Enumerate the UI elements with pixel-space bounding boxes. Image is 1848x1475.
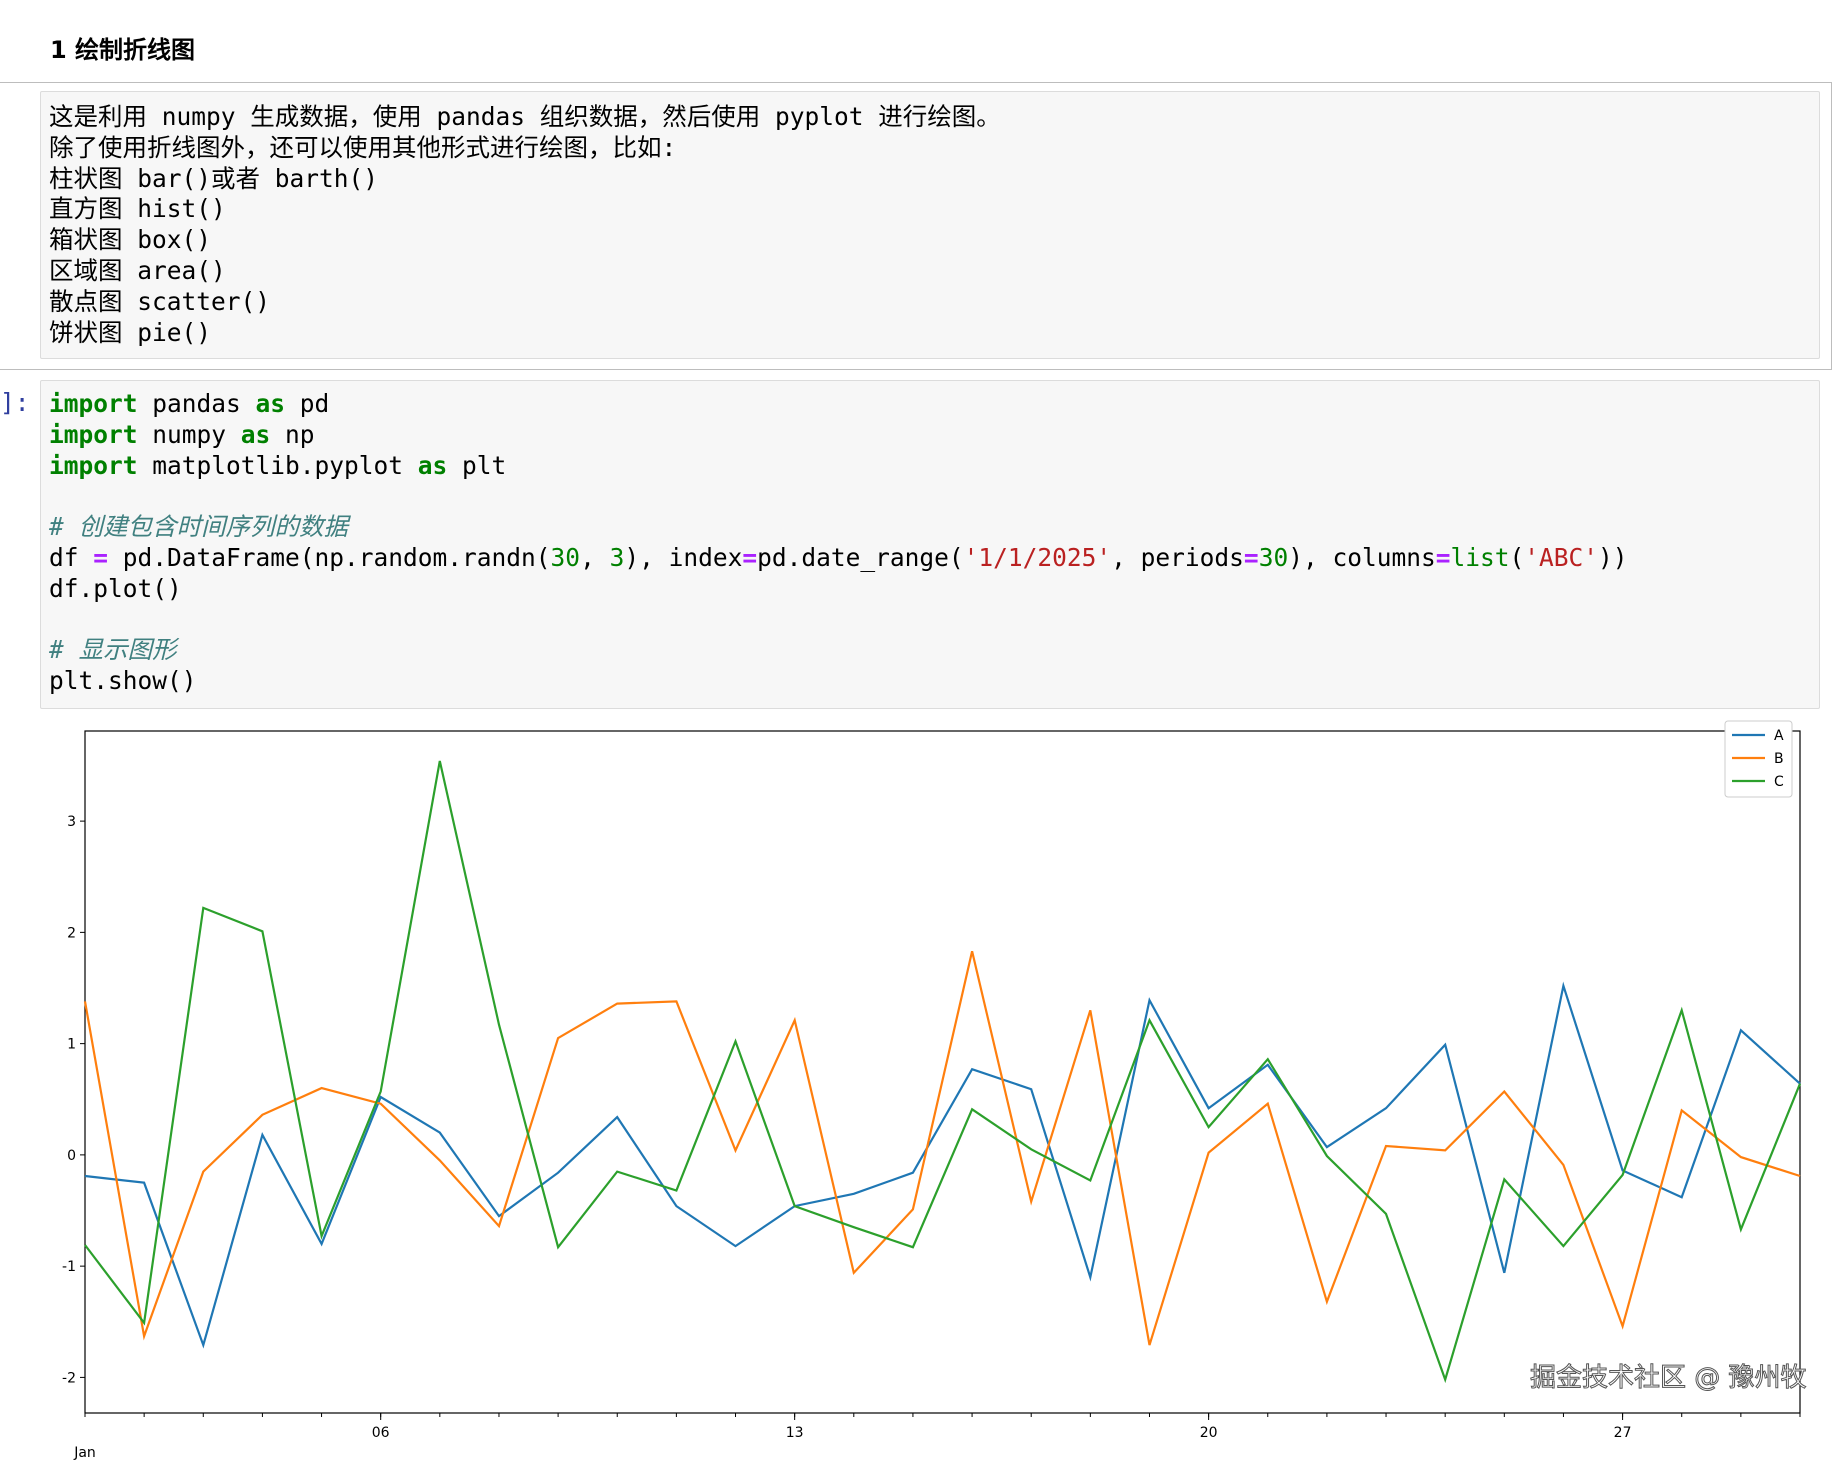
markdown-line: 区域图 area() [49,256,1811,287]
x-tick-label: 13 [786,1425,804,1441]
code-token: , [580,543,610,572]
code-token: )) [1598,543,1628,572]
code-token: as [256,389,286,418]
code-token: import [49,420,138,449]
code-token: = [742,543,757,572]
markdown-line: 柱状图 bar()或者 barth() [49,164,1811,195]
code-token: 30 [1259,543,1289,572]
code-token: pandas [138,389,256,418]
code-token: # 创建包含时间序列的数据 [49,512,348,541]
code-token: 'ABC' [1524,543,1598,572]
y-tick-label: 1 [67,1037,76,1053]
code-token: import [49,389,138,418]
legend-label: B [1774,751,1784,767]
code-token: pd.DataFrame(np.random.randn( [108,543,551,572]
code-prompt: ]: [0,388,30,417]
y-tick-label: 2 [67,925,76,941]
y-tick-label: 3 [67,814,76,830]
code-token: ( [1510,543,1525,572]
code-line: # 显示图形 [49,635,1811,666]
code-token: pd [285,389,329,418]
code-line [49,605,1811,636]
markdown-line: 直方图 hist() [49,194,1811,225]
line-chart: -2 -1 0 1 2 3 06 13 20 27 Jan ABC [0,715,1848,1475]
code-token: list [1450,543,1509,572]
code-token: '1/1/2025' [964,543,1112,572]
code-line: # 创建包含时间序列的数据 [49,512,1811,543]
code-token: = [93,543,108,572]
code-token: as [418,451,448,480]
code-token: ), index [624,543,742,572]
code-token: = [1244,543,1259,572]
code-token: plt [447,451,506,480]
legend-label: C [1774,774,1784,790]
code-token: df [49,543,93,572]
code-token: # 显示图形 [49,635,177,664]
code-token: df.plot() [49,574,182,603]
plot-area [85,731,1800,1413]
code-line: import numpy as np [49,420,1811,451]
x-tick-label: 06 [372,1425,390,1441]
code-token: plt.show() [49,666,197,695]
code-token: 3 [610,543,625,572]
code-token: np [270,420,314,449]
code-line: df.plot() [49,574,1811,605]
code-token: , periods [1111,543,1244,572]
code-token: numpy [138,420,241,449]
markdown-line: 箱状图 box() [49,225,1811,256]
legend-label: A [1774,728,1784,744]
markdown-line: 除了使用折线图外，还可以使用其他形式进行绘图，比如: [49,133,1811,164]
code-line: plt.show() [49,666,1811,697]
markdown-line: 散点图 scatter() [49,287,1811,318]
code-line: import matplotlib.pyplot as plt [49,451,1811,482]
watermark: 掘金技术社区 @ 豫州牧 [1530,1362,1807,1394]
code-token: as [241,420,271,449]
code-token: = [1436,543,1451,572]
x-tick-label: 20 [1200,1425,1218,1441]
markdown-cell[interactable]: 这是利用 numpy 生成数据，使用 pandas 组织数据，然后使用 pypl… [40,91,1820,359]
code-token: ), columns [1288,543,1436,572]
section-heading: 1 绘制折线图 [50,30,195,65]
x-month-label: Jan [73,1445,96,1461]
y-tick-label: 0 [67,1148,76,1164]
code-token: import [49,451,138,480]
code-token: matplotlib.pyplot [138,451,418,480]
code-line [49,481,1811,512]
legend: ABC [1725,721,1792,797]
markdown-line: 饼状图 pie() [49,318,1811,349]
code-token: pd.date_range( [757,543,964,572]
code-token: 30 [551,543,581,572]
code-line: df = pd.DataFrame(np.random.randn(30, 3)… [49,543,1811,574]
y-tick-label: -1 [62,1259,76,1275]
markdown-line: 这是利用 numpy 生成数据，使用 pandas 组织数据，然后使用 pypl… [49,102,1811,133]
x-tick-label: 27 [1614,1425,1632,1441]
y-tick-label: -2 [62,1370,76,1386]
code-line: import pandas as pd [49,389,1811,420]
